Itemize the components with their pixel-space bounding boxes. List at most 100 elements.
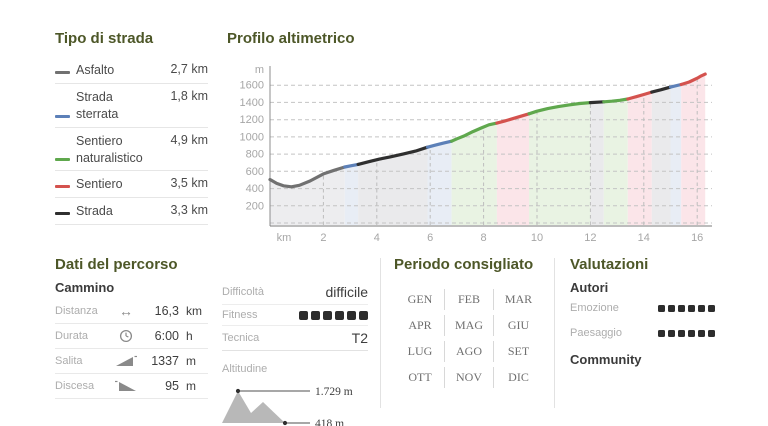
duration-label: Durata <box>55 330 89 342</box>
surface-fill-sentiero-naturalistico <box>451 123 497 225</box>
y-tick-label: 200 <box>246 200 264 212</box>
x-tick-label: 4 <box>374 232 380 244</box>
rating-square <box>678 304 685 312</box>
descent-icon <box>109 380 143 392</box>
month-giu: GIU <box>507 318 530 332</box>
rating-square <box>698 304 705 312</box>
recommended-period-section: Periodo consigliato GEN FEB MAR APR MAG … <box>394 256 546 388</box>
technique-value: T2 <box>351 330 368 346</box>
duration-unit: h <box>186 329 193 343</box>
ratings-title: Valutazioni <box>570 256 649 273</box>
month-ott: OTT <box>396 367 445 388</box>
difficulty-section: Difficoltà difficile Fitness Tecnica T2 … <box>222 280 368 426</box>
fitness-rating-squares <box>299 310 368 320</box>
altitude-range-icon: 1.729 m 418 m <box>222 386 353 426</box>
surface-fill-strada <box>651 87 671 225</box>
authors-subtitle: Autori <box>570 280 609 295</box>
legend-value: 4,9 km <box>170 132 208 147</box>
month-nov: NOV <box>445 367 494 388</box>
ascent-unit: m <box>186 354 196 368</box>
distance-label: Distanza <box>55 305 98 317</box>
profile-segment-sentiero <box>495 112 531 125</box>
community-subtitle: Community <box>570 352 642 367</box>
surface-fill-strada-sterrata <box>344 164 359 225</box>
surface-fill-strada <box>590 101 604 225</box>
distance-unit: km <box>186 304 202 318</box>
profile-segment-strada <box>650 85 673 94</box>
profile-segment-asfalto <box>268 165 347 189</box>
surface-fill-sentiero-naturalistico <box>603 99 628 225</box>
y-tick-label: 400 <box>246 183 264 195</box>
profile-segment-strada-sterrata <box>668 82 683 89</box>
rating-square <box>688 304 695 312</box>
rating-square <box>311 310 320 320</box>
rating-square <box>658 304 665 312</box>
emotion-label: Emozione <box>570 302 619 314</box>
legend-label: Sentiero naturalistico <box>76 133 143 165</box>
ascent-row: Salita 1337 m <box>55 349 208 374</box>
route-data-title: Dati del percorso <box>55 256 178 273</box>
month-lug: LUG <box>396 341 445 362</box>
ascent-icon <box>109 355 143 367</box>
month-mag: MAG <box>445 315 494 336</box>
rating-square <box>678 329 685 337</box>
rating-square <box>658 329 665 337</box>
month-apr: APR <box>396 315 445 336</box>
strada-sterrata-color-swatch <box>55 114 70 118</box>
profile-segment-strada <box>588 100 606 105</box>
surface-fill-strada-sterrata <box>427 141 452 225</box>
profile-segment-sentiero <box>626 90 654 101</box>
landscape-rating-row: Paesaggio <box>570 320 715 345</box>
rating-square <box>708 304 715 312</box>
profile-segment-strada <box>356 145 430 167</box>
landscape-rating-squares <box>658 329 715 337</box>
ratings-section: Valutazioni Autori Emozione Paesaggio Co… <box>570 256 715 367</box>
altitude-label: Altitudine <box>222 363 268 375</box>
rating-square <box>335 310 344 320</box>
profile-segment-sentiero-naturalistico <box>602 97 630 104</box>
months-grid: GEN FEB MAR APR MAG GIU LUG AGO SET OTT … <box>396 289 546 388</box>
route-data-subtitle: Cammino <box>55 280 115 295</box>
rating-square <box>668 304 675 312</box>
sentiero-color-swatch <box>55 185 70 189</box>
legend-value: 3,3 km <box>170 203 208 218</box>
x-tick-label: 6 <box>427 232 433 244</box>
profile-segment-sentiero <box>679 72 707 87</box>
month-gen: GEN <box>396 289 445 310</box>
altitude-min-value: 418 m <box>315 418 344 426</box>
legend-value: 2,7 km <box>170 62 208 76</box>
clock-icon <box>109 329 143 343</box>
legend-row-sentiero: Sentiero 3,5 km <box>55 171 208 199</box>
duration-value: 6:00 <box>154 329 179 343</box>
y-tick-label: 600 <box>246 166 264 178</box>
month-mar: MAR <box>504 292 533 306</box>
horizontal-gridlines <box>270 84 712 224</box>
column-divider <box>554 258 555 408</box>
legend-row-sentiero-naturalistico: Sentiero naturalistico 4,9 km <box>55 128 208 172</box>
x-tick-label: 12 <box>584 232 596 244</box>
rating-square <box>688 329 695 337</box>
profile-segment-sentiero-naturalistico <box>527 100 592 116</box>
difficulty-label: Difficoltà <box>222 286 264 298</box>
difficulty-row: Difficoltà difficile <box>222 280 368 305</box>
fitness-label: Fitness <box>222 309 258 321</box>
asfalto-color-swatch <box>55 70 70 74</box>
mountain-shape <box>222 391 285 423</box>
profile-segment-strada-sterrata <box>343 162 360 169</box>
surface-fill-strada-sterrata <box>670 84 682 225</box>
distance-value: 16,3 <box>154 304 179 318</box>
y-tick-label: 1600 <box>240 80 264 92</box>
altitude-max-value: 1.729 m <box>315 386 353 398</box>
profile-segment-sentiero-naturalistico <box>450 121 499 143</box>
y-tick-label: 800 <box>246 149 264 161</box>
rating-square <box>347 310 356 320</box>
y-unit-label: m <box>255 64 264 76</box>
rating-square <box>323 310 332 320</box>
legend-label: Asfalto <box>76 63 115 77</box>
x-tick-label: 2 <box>320 232 326 244</box>
month-feb: FEB <box>445 289 494 310</box>
legend-row-asfalto: Asfalto 2,7 km <box>55 57 208 84</box>
strada-color-swatch <box>55 212 70 216</box>
x-unit-label: km <box>277 232 292 244</box>
